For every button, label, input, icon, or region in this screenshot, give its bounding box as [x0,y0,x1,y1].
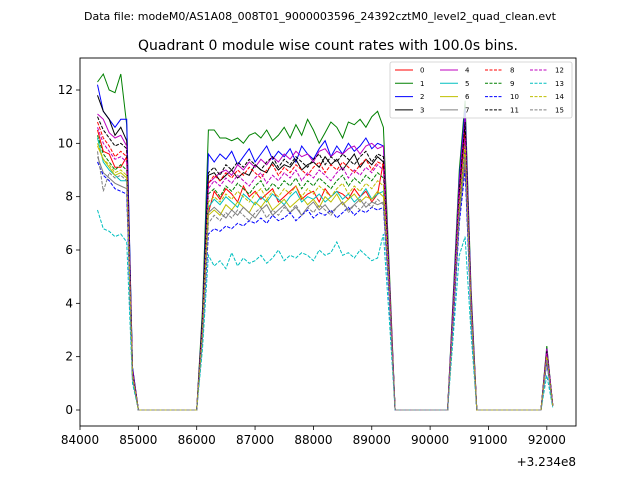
x-tick-label: 91000 [469,433,507,447]
x-tick-label: 88000 [294,433,332,447]
legend-label-6: 6 [465,93,470,101]
x-tick-label: 84000 [61,433,99,447]
legend-label-13: 13 [555,80,564,88]
legend-label-2: 2 [420,93,424,101]
legend-box [389,61,573,119]
legend-label-10: 10 [510,93,519,101]
series-line-4 [97,113,554,411]
series-line-7 [97,156,554,411]
series-line-15 [97,151,554,411]
legend-label-15: 15 [555,106,564,114]
chart-title: Quadrant 0 module wise count rates with … [138,38,518,54]
series-line-10 [97,161,554,411]
y-tick-label: 4 [65,296,73,310]
legend-label-7: 7 [465,106,469,114]
legend-label-11: 11 [510,106,519,114]
y-tick-label: 0 [65,403,73,417]
legend-label-1: 1 [420,80,424,88]
x-tick-label: 85000 [119,433,157,447]
legend-label-8: 8 [510,67,514,75]
x-tick-label: 89000 [353,433,391,447]
series-line-11 [97,116,554,411]
x-tick-label: 92000 [528,433,566,447]
x-tick-label: 87000 [236,433,274,447]
series-line-9 [97,135,554,411]
y-tick-label: 10 [58,136,73,150]
series-line-6 [97,145,554,411]
legend-label-3: 3 [420,106,424,114]
series-line-5 [97,137,554,411]
x-tick-label: 86000 [178,433,216,447]
legend-label-12: 12 [555,67,564,75]
axes-frame [79,57,577,427]
y-axis: 0 2 4 6 8 10 12 [58,83,80,417]
series-line-1 [97,72,554,411]
legend-label-4: 4 [465,67,470,75]
data-file-suptitle: Data file: modeM0/AS1A08_008T01_90000035… [84,10,557,23]
x-tick-label: 90000 [411,433,449,447]
legend-label-0: 0 [420,67,424,75]
legend-label-14: 14 [555,93,564,101]
y-tick-label: 2 [65,350,73,364]
x-axis: 84000 85000 86000 87000 88000 89000 90000 91000… [61,426,566,447]
y-tick-label: 6 [65,243,73,257]
y-tick-label: 8 [65,190,73,204]
y-tick-label: 12 [58,83,73,97]
plot-series-group [97,72,554,411]
series-line-3 [97,95,554,411]
series-line-12 [97,127,554,411]
series-line-14 [97,143,554,411]
x-offset-label: +3.234e8 [517,455,576,469]
legend-label-9: 9 [510,80,514,88]
legend-label-5: 5 [465,80,469,88]
series-line-13 [97,209,554,411]
